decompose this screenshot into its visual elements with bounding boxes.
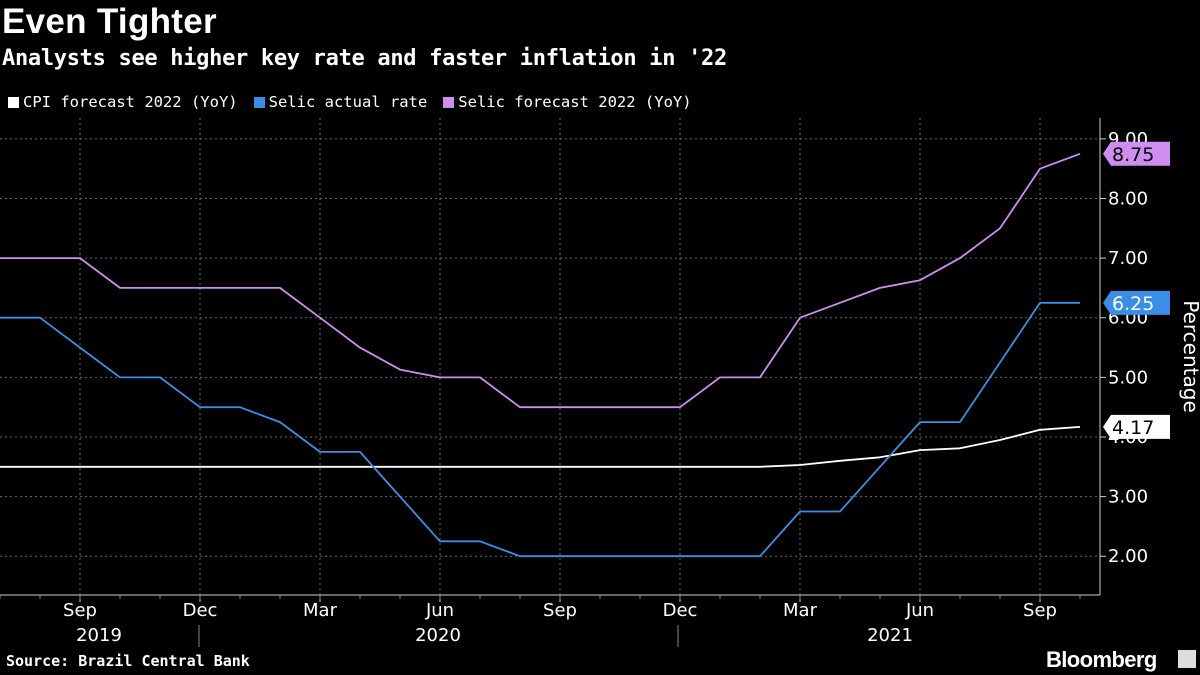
bloomberg-logo: Bloomberg — [1046, 647, 1157, 672]
chart-title: Even Tighter — [2, 2, 217, 41]
callout-text: 4.17 — [1112, 417, 1154, 439]
x-tick-label: Dec — [663, 600, 698, 621]
x-year-label: 2019 — [76, 625, 122, 646]
bloomberg-terminal-icon — [1178, 650, 1196, 668]
legend-label-selic-actual: Selic actual rate — [268, 93, 428, 111]
callout-background — [1103, 414, 1170, 439]
x-tick-label: Jun — [905, 600, 934, 621]
y-tick-label: 7.00 — [1108, 248, 1148, 269]
x-tick-label: Jun — [425, 600, 454, 621]
cpi-line — [0, 426, 1081, 468]
x-tick-label: Dec — [183, 600, 218, 621]
callout-background — [1103, 141, 1170, 166]
x-tick-label: Sep — [543, 600, 577, 621]
value-labels: 4.17 6.25 8.75 — [1103, 141, 1170, 439]
legend: CPI forecast 2022 (YoY) Selic actual rat… — [8, 92, 692, 112]
legend-label-selic-forecast: Selic forecast 2022 (YoY) — [458, 93, 692, 111]
legend-item-cpi: CPI forecast 2022 (YoY) — [8, 92, 238, 112]
callout-text: 8.75 — [1112, 144, 1154, 166]
source-note: Source: Brazil Central Bank — [6, 652, 250, 670]
gridlines — [0, 118, 1100, 595]
y-tick-label: 5.00 — [1108, 367, 1148, 388]
legend-swatch-selic-actual — [253, 96, 265, 108]
selic-actual-last-value-label: 6.25 — [1103, 290, 1170, 315]
x-tick-label: Sep — [1023, 600, 1057, 621]
x-tick-label: Mar — [303, 600, 338, 621]
legend-label-cpi: CPI forecast 2022 (YoY) — [23, 93, 238, 111]
chart-subtitle: Analysts see higher key rate and faster … — [2, 46, 727, 71]
callout-text: 6.25 — [1112, 293, 1154, 315]
y-axis-title: Percentage — [1179, 300, 1200, 413]
legend-item-selic-actual: Selic actual rate — [253, 92, 428, 112]
selic-actual-line — [0, 301, 1080, 558]
selic-forecast-last-value-label: 8.75 — [1103, 141, 1170, 166]
y-tick-label: 2.00 — [1108, 546, 1148, 567]
cpi-last-value-label: 4.17 — [1103, 414, 1170, 439]
x-year-label: 2020 — [415, 625, 461, 646]
legend-item-selic-forecast: Selic forecast 2022 (YoY) — [443, 92, 692, 112]
x-tick-label: Mar — [783, 600, 818, 621]
legend-swatch-selic-forecast — [443, 96, 455, 108]
callout-background — [1103, 290, 1170, 315]
x-year-label: 2021 — [867, 625, 913, 646]
selic-forecast-line — [0, 152, 1081, 409]
y-tick-label: 3.00 — [1108, 487, 1148, 508]
series-lines — [0, 152, 1081, 558]
y-tick-label: 8.00 — [1108, 188, 1148, 209]
legend-swatch-cpi — [8, 96, 19, 108]
x-tick-label: Sep — [63, 600, 97, 621]
